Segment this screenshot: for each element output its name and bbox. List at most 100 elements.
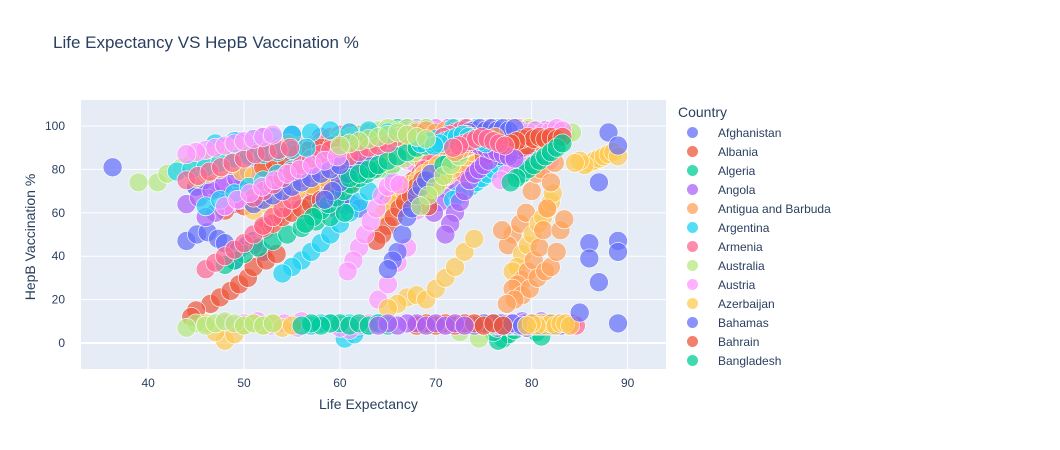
legend-swatch	[687, 260, 698, 271]
data-point[interactable]	[521, 181, 542, 201]
legend-swatch	[687, 165, 698, 176]
legend-swatch	[687, 127, 698, 138]
legend-swatch	[687, 336, 698, 347]
chart-title: Life Expectancy VS HepB Vaccination %	[53, 33, 359, 52]
legend-swatch	[687, 355, 698, 366]
data-point[interactable]	[552, 133, 573, 154]
data-point[interactable]	[529, 237, 550, 258]
data-point[interactable]	[262, 124, 283, 145]
data-point[interactable]	[589, 172, 609, 193]
legend-swatch	[687, 184, 698, 195]
data-point[interactable]	[464, 229, 485, 249]
legend-swatch	[687, 146, 698, 157]
data-point[interactable]	[389, 174, 410, 195]
data-point[interactable]	[330, 135, 350, 156]
legend-item[interactable]: Armenia	[678, 237, 831, 256]
data-point[interactable]	[435, 224, 456, 245]
x-axis-title: Life Expectancy	[319, 396, 418, 412]
x-tick-label: 40	[141, 376, 155, 390]
data-point[interactable]	[569, 302, 590, 323]
data-point[interactable]	[337, 261, 358, 282]
data-point[interactable]	[517, 315, 537, 336]
y-tick-label: 20	[52, 293, 66, 307]
data-point[interactable]	[496, 294, 517, 314]
legend-item[interactable]: Argentina	[678, 218, 831, 237]
y-tick-label: 0	[58, 336, 65, 350]
data-point[interactable]	[443, 137, 463, 158]
data-point[interactable]	[102, 157, 123, 178]
legend-label: Algeria	[718, 163, 756, 178]
data-point[interactable]	[416, 129, 437, 149]
data-points	[102, 118, 628, 351]
data-point[interactable]	[176, 317, 197, 338]
data-point[interactable]	[280, 137, 300, 158]
data-point[interactable]	[608, 313, 628, 334]
legend-label: Angola	[718, 182, 756, 197]
legend-label: Bahamas	[718, 315, 769, 330]
legend-item[interactable]: Australia	[678, 256, 831, 275]
data-point[interactable]	[500, 172, 521, 193]
legend-swatch	[687, 222, 698, 233]
legend-label: Argentina	[718, 220, 770, 235]
data-point[interactable]	[495, 135, 515, 156]
legend-label: Azerbaijan	[718, 296, 775, 311]
legend-label: Bahrain	[718, 334, 760, 349]
legend-item[interactable]: Bahrain	[678, 332, 831, 351]
data-point[interactable]	[410, 196, 431, 217]
y-tick-label: 60	[52, 206, 66, 220]
y-tick-label: 40	[52, 249, 66, 263]
legend-item[interactable]: Afghanistan	[678, 123, 831, 142]
legend-label: Armenia	[718, 239, 763, 254]
data-point[interactable]	[579, 248, 600, 269]
x-tick-label: 90	[621, 376, 635, 390]
legend-label: Australia	[718, 258, 765, 273]
data-point[interactable]	[392, 224, 413, 245]
data-point[interactable]	[176, 144, 197, 164]
data-point[interactable]	[272, 263, 293, 284]
data-point[interactable]	[262, 313, 283, 334]
legend-swatch	[687, 241, 698, 252]
data-point[interactable]	[320, 120, 341, 141]
legend-item[interactable]: Albania	[678, 142, 831, 161]
data-point[interactable]	[608, 135, 628, 156]
legend-item[interactable]: Bahamas	[678, 313, 831, 332]
data-point[interactable]	[546, 242, 567, 262]
axis-ticks: 40 50 60 70 80 90 0 20 40 60 80 100	[45, 119, 635, 390]
data-point[interactable]	[533, 220, 554, 240]
data-point[interactable]	[368, 315, 389, 336]
data-point[interactable]	[314, 190, 335, 210]
data-point[interactable]	[541, 172, 561, 193]
legend-swatch	[687, 203, 698, 214]
data-point[interactable]	[445, 257, 465, 277]
legend: Country Afghanistan Albania Algeria Angola A…	[678, 104, 831, 370]
legend-item[interactable]: Angola	[678, 180, 831, 199]
data-point[interactable]	[493, 315, 513, 336]
data-point[interactable]	[378, 259, 398, 280]
legend-item[interactable]: Algeria	[678, 161, 831, 180]
data-point[interactable]	[537, 198, 557, 219]
x-tick-label: 50	[237, 376, 251, 390]
legend-item[interactable]: Bangladesh	[678, 351, 831, 370]
y-tick-label: 80	[52, 162, 66, 176]
data-point[interactable]	[608, 242, 628, 262]
data-point[interactable]	[291, 315, 312, 336]
data-point[interactable]	[554, 209, 575, 230]
legend-item[interactable]: Antigua and Barbuda	[678, 199, 831, 218]
legend-item[interactable]: Azerbaijan	[678, 294, 831, 313]
legend-swatch	[687, 298, 698, 309]
data-point[interactable]	[454, 315, 475, 336]
data-point[interactable]	[589, 272, 609, 293]
data-point[interactable]	[334, 203, 355, 223]
x-tick-label: 80	[525, 376, 539, 390]
data-point[interactable]	[492, 220, 512, 240]
data-point[interactable]	[128, 172, 149, 193]
data-point[interactable]	[295, 213, 316, 234]
y-axis-title: HepB Vaccination %	[22, 173, 38, 301]
legend-item[interactable]: Austria	[678, 275, 831, 294]
legend-swatch	[687, 317, 698, 328]
x-tick-label: 60	[333, 376, 347, 390]
data-point[interactable]	[565, 153, 585, 173]
legend-label: Antigua and Barbuda	[718, 201, 831, 216]
legend-title: Country	[678, 104, 728, 120]
